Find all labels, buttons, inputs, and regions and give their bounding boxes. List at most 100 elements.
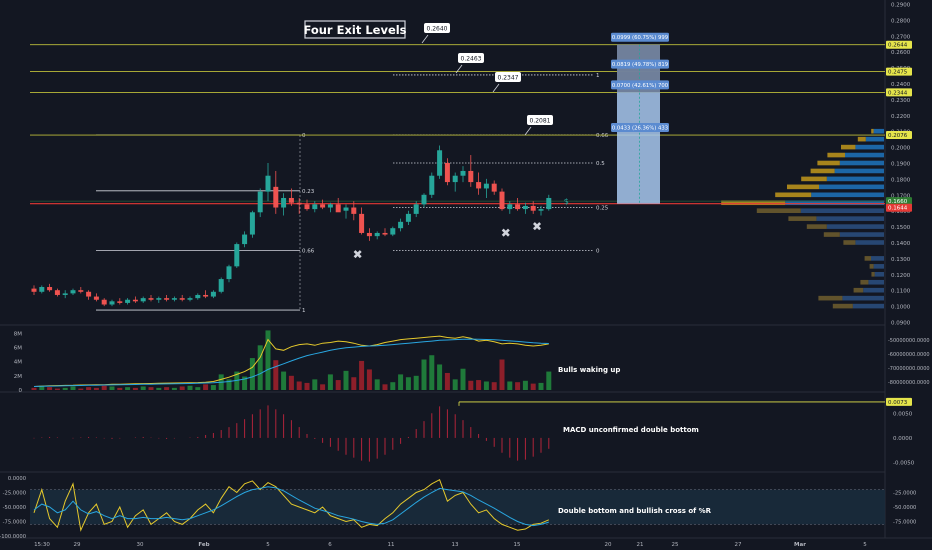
volume-bar xyxy=(187,385,193,390)
profile-bar-down xyxy=(853,287,864,293)
volume-bar xyxy=(460,368,466,390)
price-tick-label: 0.1800 xyxy=(891,177,911,183)
profile-bar-up xyxy=(816,216,884,221)
profile-bar-up xyxy=(871,256,884,261)
candle-body xyxy=(54,290,60,295)
candle-body xyxy=(78,290,84,292)
volume-bar xyxy=(210,385,216,390)
candle-body xyxy=(320,204,326,208)
candle-body xyxy=(132,299,138,302)
profile-bar-up xyxy=(865,136,884,142)
price-axis[interactable]: 0.29000.28000.27000.26000.25000.24000.23… xyxy=(886,3,912,327)
volume-bar xyxy=(476,380,482,390)
volume-bar xyxy=(468,380,474,390)
exit-level-lines[interactable]: 0.2640 0.2463 0.2347 0.2081 xyxy=(30,23,885,205)
candle-body xyxy=(382,232,388,235)
exit-label-box xyxy=(424,23,450,33)
volume-bar xyxy=(398,374,404,390)
fib-right-label: 0.25 xyxy=(596,206,609,212)
candle-body xyxy=(507,204,513,210)
profile-bar-up xyxy=(839,160,884,166)
candle-body xyxy=(234,244,240,267)
obv-tick-label: -50000000.0000 xyxy=(888,338,930,344)
time-tick-label: 21 xyxy=(637,542,644,548)
candle-body xyxy=(109,301,115,305)
target-label-text: 0.0700 (42.61%) 700 xyxy=(612,83,669,89)
profile-bar-down xyxy=(860,279,869,285)
candle-body xyxy=(164,298,170,300)
candle-body xyxy=(171,298,177,300)
volume-profile xyxy=(721,128,884,309)
candle-body xyxy=(374,232,380,237)
price-badge xyxy=(886,67,912,76)
exit-label-text: 0.2081 xyxy=(530,118,551,125)
price-tick-label: 0.1600 xyxy=(891,209,911,215)
profile-bar-down xyxy=(869,264,874,269)
target-label-box xyxy=(611,80,669,90)
volume-bar xyxy=(265,330,271,390)
volume-bar xyxy=(499,359,505,390)
macd-pane: 0.0050 0.0000 -0.0050 0.0073 xyxy=(33,397,915,467)
price-tick-label: 0.1200 xyxy=(891,273,911,279)
volume-bar xyxy=(31,387,37,390)
candle-body xyxy=(343,207,349,211)
profile-bar-down xyxy=(788,216,817,221)
candle-body xyxy=(530,205,536,211)
volume-bar xyxy=(156,387,162,390)
volume-bar xyxy=(429,355,435,390)
time-tick-label: 29 xyxy=(74,542,81,548)
target-label-text: 0.0819 (49.78%) 819 xyxy=(612,62,668,68)
price-tick-label: 0.1500 xyxy=(891,225,911,231)
profile-bar-down xyxy=(827,152,845,158)
williams-annotation: Double bottom and bullish cross of %R xyxy=(558,507,712,515)
profile-bar-up xyxy=(785,200,884,206)
candle-body xyxy=(499,191,505,210)
candle-body xyxy=(476,182,482,189)
volume-bar xyxy=(288,375,294,390)
volume-bar xyxy=(366,369,372,390)
candle-body xyxy=(413,204,419,214)
time-tick-label: 5 xyxy=(266,542,270,548)
time-tick-label: Mar xyxy=(794,542,806,548)
volume-bar xyxy=(132,387,138,390)
volume-bar xyxy=(491,382,497,390)
x-marker-icon: ✖ xyxy=(353,247,363,261)
time-tick-label: 5 xyxy=(863,542,867,548)
candle-body xyxy=(273,186,279,208)
candle-body xyxy=(546,197,552,210)
wr-tick-right: -50.0000 xyxy=(893,505,916,511)
time-axis[interactable]: 15:30 29 30 Feb 5 6 11 13 15 20 21 25 27 Mar 5 xyxy=(34,542,867,548)
volume-bar xyxy=(507,381,513,390)
profile-bar-down xyxy=(823,232,840,237)
candle-body xyxy=(437,150,443,176)
target-label-box xyxy=(611,59,669,69)
x-markers: ✖ ✖ ✖ xyxy=(353,220,542,262)
obv-ma-line xyxy=(33,338,549,387)
profile-bar-up xyxy=(826,224,884,229)
profile-bar-up xyxy=(855,144,884,150)
candle-body xyxy=(148,298,154,300)
williams-r-pane: 0.0000 -25.0000 -50.0000 -75.0000 -100.0000 -… xyxy=(0,476,916,540)
candle-body xyxy=(483,183,489,189)
wr-line xyxy=(33,478,549,532)
price-tick-label: 0.2300 xyxy=(891,98,911,104)
time-tick-label: 13 xyxy=(452,542,459,548)
profile-bar-up xyxy=(845,152,884,158)
exit-label-leader xyxy=(455,64,463,74)
volume-bar xyxy=(538,382,544,390)
candle-body xyxy=(249,212,255,235)
volume-bar xyxy=(179,386,185,390)
exit-label-text: 0.2640 xyxy=(427,26,448,33)
profile-bar-down xyxy=(756,208,801,213)
target-label-text: 0.0433 (26.36%) 433 xyxy=(612,126,668,132)
volume-bar xyxy=(421,359,427,390)
price-tick-label: 0.2400 xyxy=(891,82,911,88)
fib-right-label: 0.66 xyxy=(596,133,609,139)
price-badge xyxy=(886,197,912,206)
macd-tick-label: 0.0050 xyxy=(893,411,913,417)
exit-label-leader xyxy=(524,126,532,136)
volume-bar xyxy=(359,360,365,390)
target-box[interactable]: 0.0999 (60.75%) 999 0.0819 (49.78%) 819 0.… xyxy=(611,32,669,204)
